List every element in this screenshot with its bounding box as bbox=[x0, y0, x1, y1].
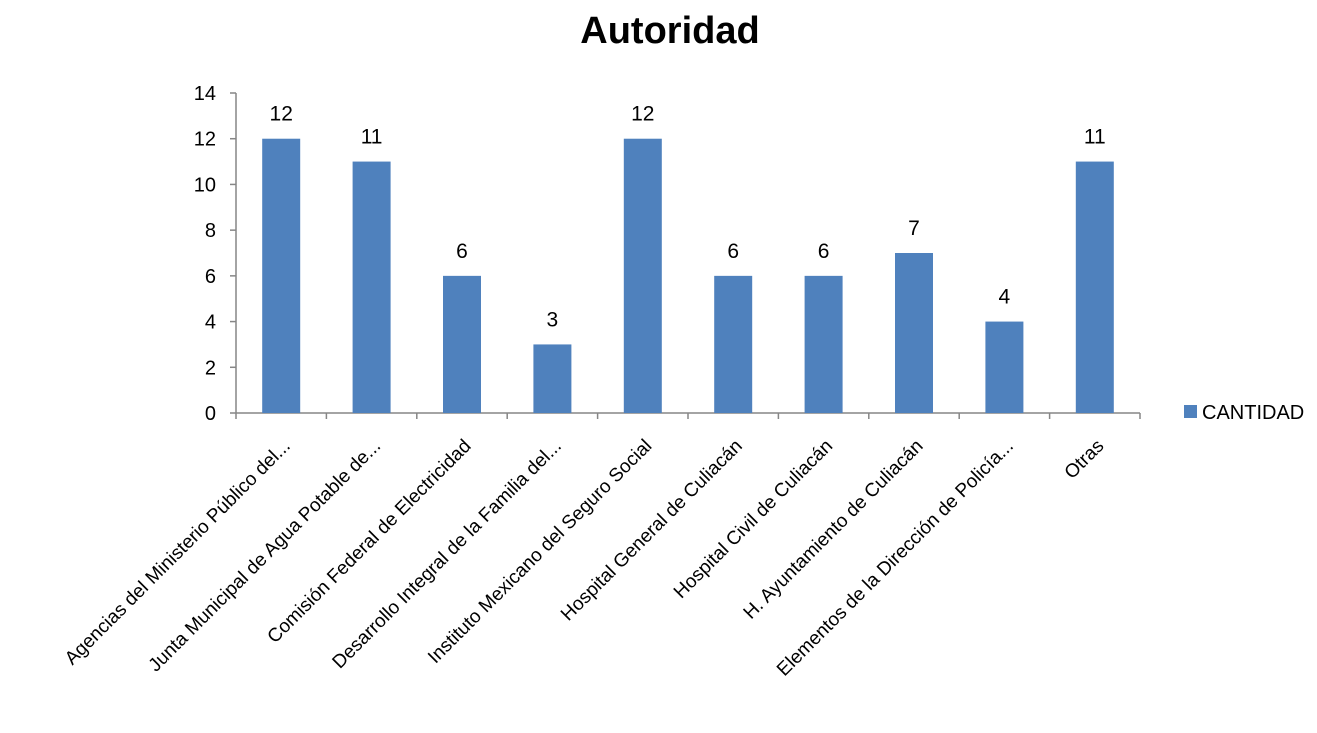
legend-label: CANTIDAD bbox=[1202, 402, 1304, 424]
data-label: 4 bbox=[999, 286, 1011, 309]
data-label: 6 bbox=[727, 240, 739, 263]
category-label: H. Ayuntamiento de Culiacán bbox=[740, 436, 928, 624]
y-tick-label: 10 bbox=[194, 174, 216, 196]
legend-swatch bbox=[1184, 405, 1197, 418]
y-tick-label: 0 bbox=[205, 403, 216, 425]
x-axis-labels: Agencias del Ministerio Público del...Ju… bbox=[61, 436, 1108, 681]
bar bbox=[443, 275, 481, 413]
y-tick-label: 6 bbox=[205, 266, 216, 288]
bar bbox=[262, 138, 301, 413]
data-label: 12 bbox=[631, 103, 654, 126]
y-tick-label: 2 bbox=[205, 357, 216, 379]
category-label: Hospital General de Culiacán bbox=[557, 436, 747, 626]
data-labels: 12 11 6 3 12 6 6 7 4 11 bbox=[270, 103, 1106, 332]
data-label: 3 bbox=[547, 308, 559, 331]
data-label: 7 bbox=[908, 217, 920, 240]
bar bbox=[533, 344, 572, 413]
data-label: 11 bbox=[1084, 126, 1106, 149]
bar bbox=[985, 321, 1024, 413]
bar bbox=[1075, 161, 1114, 413]
legend: CANTIDAD bbox=[1184, 402, 1304, 424]
bar-series bbox=[262, 138, 1114, 413]
y-axis-ticks: 0 2 4 6 8 10 12 14 bbox=[194, 83, 236, 425]
y-tick-label: 14 bbox=[194, 83, 216, 105]
data-label: 11 bbox=[361, 126, 383, 149]
bar bbox=[714, 275, 753, 413]
data-label: 6 bbox=[818, 240, 830, 263]
y-tick-label: 8 bbox=[205, 220, 216, 242]
y-tick-label: 4 bbox=[205, 312, 216, 334]
bar bbox=[804, 275, 843, 413]
y-tick-label: 12 bbox=[194, 129, 216, 151]
chart-title: Autoridad bbox=[580, 10, 760, 52]
data-label: 12 bbox=[270, 103, 293, 126]
data-label: 6 bbox=[456, 240, 468, 263]
bar bbox=[352, 161, 391, 413]
category-label: Hospital Civil de Culiacán bbox=[670, 436, 837, 603]
category-label: Otras bbox=[1061, 436, 1109, 484]
bar bbox=[623, 138, 662, 413]
bar bbox=[895, 253, 933, 413]
